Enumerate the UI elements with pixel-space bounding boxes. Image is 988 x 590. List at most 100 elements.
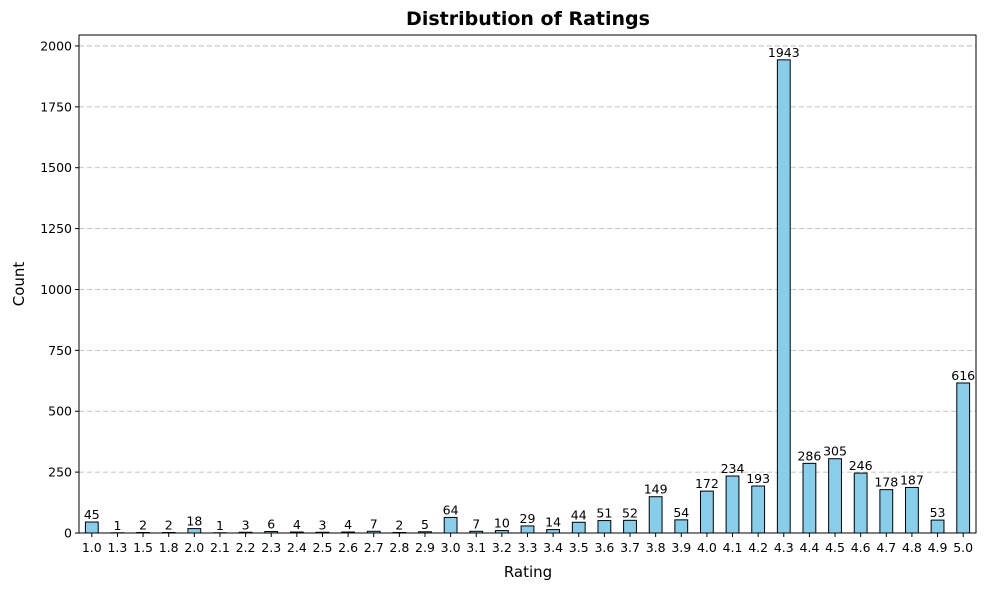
data-label-3.5: 44 (571, 507, 587, 522)
bar-4.4 (802, 462, 817, 534)
data-label-4.5: 305 (823, 444, 847, 459)
bar-3.0 (443, 516, 458, 534)
bar-3.8 (648, 496, 663, 534)
data-label-3.7: 52 (622, 505, 638, 520)
y-axis-label: Count (10, 262, 28, 307)
y-tick-label: 1000 (40, 282, 72, 297)
x-tick-label: 1.5 (133, 540, 153, 555)
data-label-1.8: 2 (165, 518, 173, 533)
data-label-2.3: 6 (267, 517, 275, 532)
x-tick-label: 3.0 (441, 540, 461, 555)
x-tick-label: 3.3 (518, 540, 538, 555)
x-tick-label: 1.3 (107, 540, 127, 555)
bar-4.9 (930, 519, 945, 534)
data-label-2.0: 18 (186, 514, 202, 529)
data-label-1.5: 2 (139, 518, 147, 533)
x-tick-label: 3.7 (620, 540, 640, 555)
x-tick-label: 2.4 (287, 540, 307, 555)
y-tick-label: 500 (48, 404, 72, 419)
bar-4.6 (853, 472, 868, 534)
x-tick-label: 4.1 (723, 540, 743, 555)
data-label-2.4: 4 (293, 517, 301, 532)
data-label-2.7: 7 (370, 516, 378, 531)
x-tick-label: 4.5 (825, 540, 845, 555)
data-label-3.4: 14 (545, 515, 561, 530)
data-label-5.0: 616 (951, 368, 975, 383)
data-label-2.6: 4 (344, 517, 352, 532)
data-label-4.0: 172 (695, 476, 719, 491)
data-label-3.8: 149 (644, 482, 668, 497)
x-tick-label: 3.2 (492, 540, 512, 555)
x-tick-label: 3.8 (646, 540, 666, 555)
x-tick-label: 4.6 (851, 540, 871, 555)
data-label-1.0: 45 (84, 507, 100, 522)
x-tick-label: 4.4 (799, 540, 819, 555)
bar-4.8 (905, 486, 919, 534)
data-label-4.8: 187 (900, 472, 924, 487)
x-tick-label: 2.9 (415, 540, 435, 555)
x-tick-label: 3.5 (569, 540, 589, 555)
data-label-4.6: 246 (849, 458, 873, 473)
x-tick-label: 2.5 (313, 540, 333, 555)
bar-3.9 (674, 519, 689, 534)
x-tick-label: 3.6 (594, 540, 614, 555)
x-tick-label: 3.1 (466, 540, 486, 555)
x-tick-label: 2.0 (184, 540, 204, 555)
x-tick-label: 4.7 (876, 540, 896, 555)
data-label-4.1: 234 (721, 461, 745, 476)
grid-lines (79, 45, 976, 473)
x-tick-label: 3.4 (543, 540, 563, 555)
x-tick-label: 2.6 (338, 540, 358, 555)
data-label-2.9: 5 (421, 517, 429, 532)
data-label-3.1: 7 (472, 516, 480, 531)
bar-3.5 (571, 521, 586, 534)
data-label-2.2: 3 (242, 517, 250, 532)
data-label-2.8: 2 (395, 518, 403, 533)
y-tick-label: 1500 (40, 160, 72, 175)
y-tick-label: 0 (64, 526, 72, 541)
x-axis-ticks: 1.0 1.3 1.5 1.8 2.0 2.1 2.2 2.3 2.4 2.5 2.6 2.7 2.8 2… (82, 533, 973, 555)
data-label-4.7: 178 (874, 475, 898, 490)
data-label-4.3: 1943 (768, 45, 800, 60)
bar-4.2 (751, 485, 766, 534)
x-tick-label: 1.8 (159, 540, 179, 555)
x-tick-label: 4.0 (697, 540, 717, 555)
x-tick-label: 2.3 (261, 540, 281, 555)
chart-title: Distribution of Ratings (406, 8, 650, 30)
x-tick-label: 2.7 (364, 540, 384, 555)
bar-3.6 (597, 520, 612, 534)
bar-4.5 (828, 458, 842, 534)
data-label-3.3: 29 (520, 511, 536, 526)
data-label-3.2: 10 (494, 516, 510, 531)
bar-4.3 (776, 59, 791, 534)
bar-3.3 (520, 525, 535, 534)
y-tick-label: 250 (48, 465, 72, 480)
x-tick-label: 4.2 (748, 540, 768, 555)
x-axis-label: Rating (504, 563, 552, 581)
data-label-4.4: 286 (797, 448, 821, 463)
y-tick-label: 1250 (40, 221, 72, 236)
x-tick-label: 5.0 (953, 540, 973, 555)
data-label-2.1: 1 (216, 518, 224, 533)
data-label-3.6: 51 (596, 506, 612, 521)
y-tick-label: 1750 (40, 99, 72, 114)
x-tick-label: 2.1 (210, 540, 230, 555)
data-label-3.0: 64 (443, 502, 459, 517)
data-label-3.9: 54 (673, 505, 689, 520)
data-label-4.2: 193 (746, 471, 770, 486)
bar-4.1 (725, 475, 740, 534)
bar-1.0 (84, 521, 99, 534)
x-tick-label: 1.0 (82, 540, 102, 555)
bars (84, 59, 971, 534)
data-label-4.9: 53 (930, 505, 946, 520)
data-label-1.3: 1 (113, 518, 121, 533)
bar-3.4 (546, 529, 561, 534)
data-label-2.5: 3 (318, 517, 326, 532)
y-axis-ticks: 0 250 500 750 1000 1250 1500 1750 2000 (40, 38, 79, 541)
x-tick-label: 3.9 (671, 540, 691, 555)
bar-2.0 (187, 528, 202, 534)
x-tick-label: 4.9 (928, 540, 948, 555)
x-tick-label: 4.3 (774, 540, 794, 555)
